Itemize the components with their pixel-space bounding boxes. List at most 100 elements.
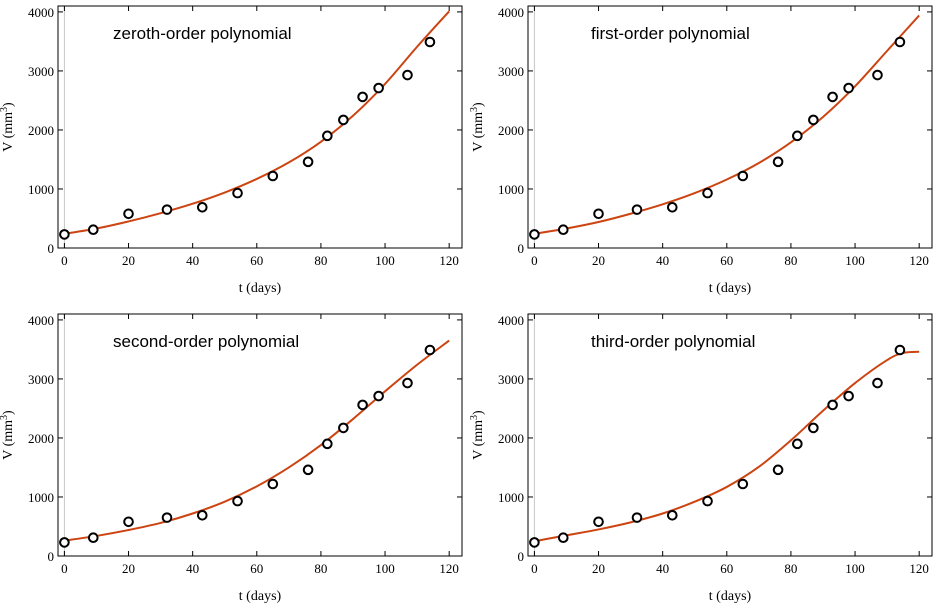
x-tick-label: 100: [845, 561, 865, 576]
x-tick-label: 20: [592, 253, 605, 268]
x-tick-label: 120: [439, 561, 459, 576]
fit-curve: [534, 14, 920, 235]
y-tick-label: 1000: [28, 490, 54, 505]
plot-frame: [527, 5, 933, 249]
data-point: [338, 114, 349, 126]
data-point: [267, 478, 279, 490]
data-point: [593, 516, 604, 528]
data-point: [808, 114, 819, 126]
x-tick-label: 40: [656, 561, 669, 576]
chart-panel-1: 0 20 40 60 80 100 120 0 1000 2000 3000 4000 t (days)…: [0, 5, 463, 296]
data-point: [666, 509, 678, 521]
y-axis-label-text: V (mm: [471, 112, 486, 152]
data-point: [843, 390, 854, 402]
data-point: [792, 438, 803, 450]
x-tick-label: 120: [909, 253, 929, 268]
y-tick-label: 1000: [498, 182, 524, 197]
x-tick-label: 40: [186, 561, 199, 576]
fit-curve: [64, 10, 450, 235]
data-point: [894, 344, 906, 356]
data-point: [827, 91, 838, 103]
panel-title: second-order polynomial: [113, 332, 299, 351]
data-point: [557, 224, 569, 236]
y-axis-label-superscript: 3: [0, 107, 10, 112]
fit-curve: [64, 339, 450, 542]
y-tick-label: 4000: [498, 5, 524, 20]
chart-panel-2: 0 20 40 60 80 100 120 0 1000 2000 3000 4000 t (days)…: [469, 5, 933, 296]
y-axis-label-text: V (mm: [1, 420, 16, 460]
x-tick-label: 100: [845, 253, 865, 268]
y-axis-label-superscript: 3: [469, 107, 480, 112]
y-tick-label: 3000: [498, 372, 524, 387]
y-axis-label-close: ): [471, 102, 486, 107]
panel-title: third-order polynomial: [591, 332, 755, 351]
y-tick-label: 1000: [498, 490, 524, 505]
panel-title: zeroth-order polynomial: [113, 24, 292, 43]
x-tick-label: 60: [250, 253, 263, 268]
data-point: [161, 512, 173, 523]
y-tick-label: 2000: [28, 123, 54, 138]
y-axis-label: V (mm3): [0, 410, 16, 460]
x-tick-label: 0: [531, 253, 538, 268]
data-point: [424, 344, 436, 356]
y-axis-label-superscript: 3: [0, 415, 10, 420]
x-tick-label: 60: [250, 561, 263, 576]
y-tick-label: 2000: [498, 123, 524, 138]
data-point: [737, 478, 749, 490]
data-point: [357, 91, 368, 103]
chart-panel-3: 0 20 40 60 80 100 120 0 1000 2000 3000 4000 t (days)…: [0, 313, 463, 604]
chart-panel-4: 0 20 40 60 80 100 120 0 1000 2000 3000 4000 t (days)…: [469, 313, 933, 604]
y-tick-label: 3000: [28, 64, 54, 79]
data-point: [894, 36, 906, 48]
y-tick-label: 0: [48, 549, 55, 564]
plot-frame: [57, 313, 463, 557]
data-point: [59, 537, 70, 548]
data-point: [772, 156, 784, 168]
x-axis-label: t (days): [239, 589, 282, 604]
data-point: [161, 204, 173, 215]
y-tick-label: 0: [518, 241, 525, 256]
data-point: [872, 377, 883, 389]
x-tick-label: 80: [314, 253, 327, 268]
y-axis-label-close: ): [1, 102, 16, 107]
x-tick-label: 40: [656, 253, 669, 268]
y-axis-label-text: V (mm: [1, 112, 16, 152]
data-point: [357, 399, 368, 411]
data-point: [196, 201, 208, 213]
data-point: [827, 399, 838, 411]
x-axis-label: t (days): [709, 589, 752, 604]
data-point: [424, 36, 436, 48]
y-axis-label-close: ): [1, 410, 16, 415]
y-axis-label: V (mm3): [469, 410, 486, 460]
x-tick-label: 60: [720, 253, 733, 268]
plot-frame: [527, 313, 933, 557]
data-point: [123, 516, 134, 528]
data-point: [373, 82, 384, 94]
data-point: [87, 224, 99, 236]
x-tick-label: 0: [61, 561, 68, 576]
data-point: [702, 495, 713, 507]
y-tick-label: 4000: [498, 313, 524, 328]
data-point: [338, 422, 349, 434]
data-point: [267, 170, 279, 182]
y-axis-label-text: V (mm: [471, 420, 486, 460]
y-tick-label: 3000: [498, 64, 524, 79]
x-tick-label: 100: [375, 253, 395, 268]
y-tick-label: 0: [518, 549, 525, 564]
data-point: [593, 208, 604, 220]
y-tick-label: 1000: [28, 182, 54, 197]
panel-title: first-order polynomial: [591, 24, 750, 43]
y-tick-label: 4000: [28, 313, 54, 328]
plot-frame: [57, 5, 463, 249]
fit-curve: [534, 350, 920, 543]
x-tick-label: 20: [592, 561, 605, 576]
data-point: [322, 130, 333, 142]
data-point: [702, 187, 713, 199]
y-axis-label-superscript: 3: [469, 415, 480, 420]
data-point: [737, 170, 749, 182]
data-point: [373, 390, 384, 402]
data-point: [666, 201, 678, 213]
data-point: [123, 208, 134, 220]
data-point: [59, 229, 70, 240]
data-point: [232, 187, 243, 199]
